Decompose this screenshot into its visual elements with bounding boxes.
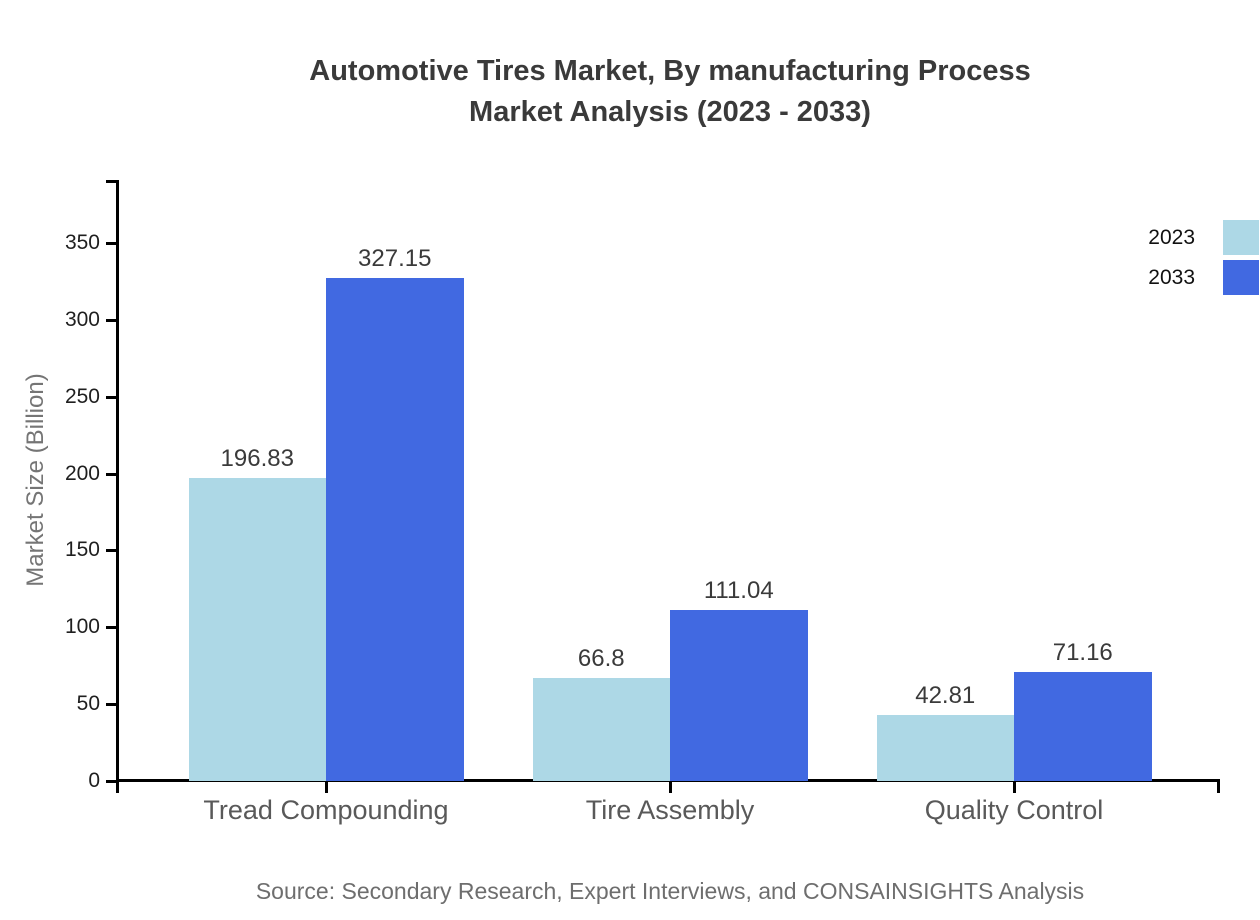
y-axis-line [116,180,119,793]
x-axis-end-tick [1217,779,1220,793]
bar-value-label: 66.8 [577,645,625,673]
bar [1014,671,1152,781]
y-tick-label: 300 [64,307,100,331]
x-tick-mark [324,781,328,793]
bar [670,610,808,781]
chart-title-line2: Market Analysis (2023 - 2033) [469,96,871,128]
legend-label: 2023 [1148,226,1195,249]
legend-label: 2033 [1148,266,1195,289]
y-tick-label: 50 [76,692,100,716]
bar [876,715,1014,781]
bar-value-label: 327.15 [358,245,432,273]
y-tick-label: 100 [64,615,100,639]
chart-title-line1: Automotive Tires Market, By manufacturin… [309,55,1031,87]
legend-swatch [1223,220,1259,255]
y-tick-label: 200 [64,461,100,485]
y-tick-mark [106,703,118,707]
bar [188,478,326,781]
bar-value-label: 111.04 [703,577,774,605]
y-tick-label: 350 [64,231,100,254]
bar-value-label: 71.16 [1052,638,1113,666]
bar [532,678,670,781]
y-tick-label: 150 [64,538,100,562]
y-tick-mark [106,472,118,476]
y-tick-mark [106,318,118,322]
x-tick-label: Tread Compounding [203,795,449,825]
y-tick-label: 0 [88,769,100,792]
y-tick-mark [106,395,118,399]
bar-value-label: 196.83 [220,445,294,473]
bar [326,278,464,781]
y-tick-mark [106,780,118,783]
x-tick-label: Quality Control [924,795,1104,825]
chart-title: Automotive Tires Market, By manufacturin… [70,51,1260,133]
legend-swatch [1223,260,1259,295]
bar-value-label: 42.81 [915,682,976,710]
y-tick-mark [106,549,118,553]
y-tick-label: 250 [64,384,100,408]
x-tick-mark [668,781,672,793]
source-note: Source: Secondary Research, Expert Inter… [255,878,1085,904]
y-tick-mark [106,626,118,630]
y-axis-end-tick [106,180,118,183]
x-tick-mark [1012,781,1016,793]
y-tick-mark [106,242,118,245]
x-tick-label: Tire Assembly [585,795,755,825]
